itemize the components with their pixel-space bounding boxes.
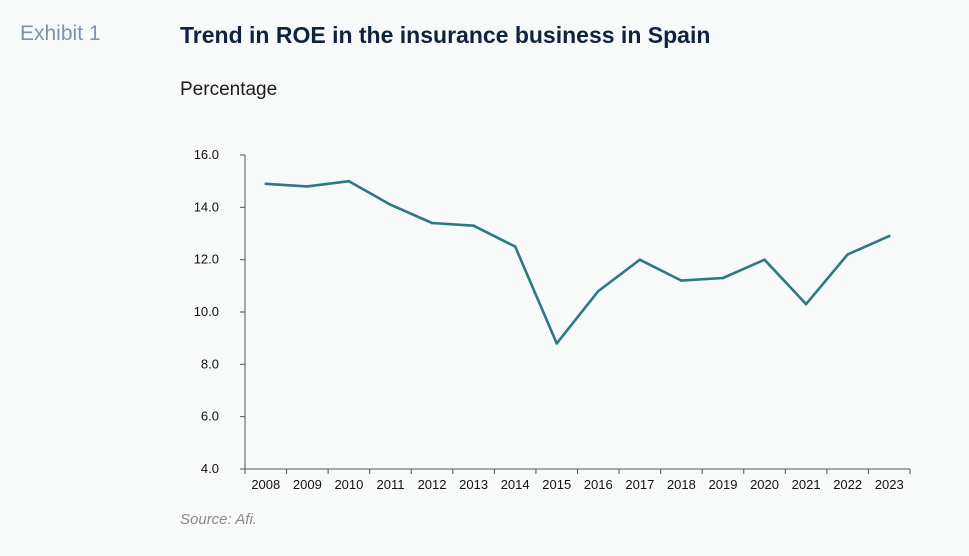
- y-tick-label: 12.0: [194, 252, 219, 267]
- data-point: [306, 185, 309, 188]
- x-tick-label: 2023: [875, 477, 904, 492]
- data-point: [638, 258, 642, 261]
- x-tick-label: 2020: [750, 477, 779, 492]
- series-line-roe: [264, 179, 891, 345]
- data-point: [763, 258, 766, 261]
- chart-title: Trend in ROE in the insurance business i…: [180, 22, 711, 48]
- data-point: [347, 179, 351, 183]
- x-tick-label: 2013: [459, 477, 488, 492]
- chart-subtitle: Percentage: [180, 79, 278, 100]
- y-tick-label: 6.0: [201, 409, 219, 424]
- x-tick-label: 2022: [833, 477, 862, 492]
- x-tick-label: 2021: [792, 477, 821, 492]
- data-point: [472, 224, 475, 227]
- y-tick-label: 10.0: [194, 304, 219, 319]
- data-point: [680, 279, 683, 282]
- x-tick-label: 2008: [251, 477, 280, 492]
- data-point: [264, 182, 268, 186]
- source-note: Source: Afi.: [180, 511, 257, 528]
- data-point: [513, 245, 517, 248]
- data-point: [846, 253, 849, 256]
- y-tick-label: 8.0: [201, 356, 219, 371]
- x-tick-label: 2018: [667, 477, 696, 492]
- x-tick-label: 2015: [542, 477, 571, 492]
- data-point: [804, 302, 808, 306]
- x-tick-label: 2016: [584, 477, 613, 492]
- x-tick-label: 2012: [418, 477, 447, 492]
- x-axis-ticks: 2008 2009 2010 2011 2012 2013 2014 2015 2016 2017…: [244, 469, 911, 492]
- y-tick-label: 4.0: [201, 461, 219, 476]
- data-point: [555, 342, 559, 345]
- exhibit-label: Exhibit 1: [20, 22, 101, 45]
- x-tick-label: 2019: [709, 477, 738, 492]
- data-point: [596, 289, 600, 293]
- chart-series: [264, 179, 891, 345]
- x-tick-label: 2011: [376, 477, 404, 492]
- x-tick-label: 2009: [293, 477, 322, 492]
- chart-axes: [244, 155, 910, 470]
- x-tick-label: 2010: [334, 477, 363, 492]
- x-tick-label: 2017: [625, 477, 654, 492]
- x-tick-label: 2014: [501, 477, 530, 492]
- y-tick-label: 16.0: [194, 147, 219, 162]
- y-tick-label: 14.0: [194, 199, 219, 214]
- data-point: [430, 221, 434, 225]
- data-point: [389, 203, 392, 207]
- y-axis-ticks: 4.0 6.0 8.0 10.0 12.0 14.0 16.0: [194, 147, 245, 476]
- data-point: [721, 276, 725, 280]
- data-point: [887, 234, 891, 238]
